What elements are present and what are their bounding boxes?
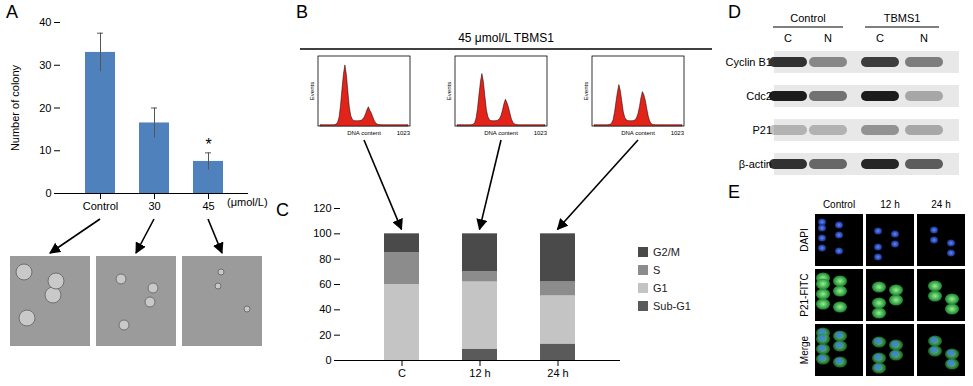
- svg-text:45: 45: [202, 200, 214, 212]
- svg-text:B: B: [296, 2, 308, 22]
- svg-text:20: 20: [319, 329, 331, 341]
- svg-text:Control: Control: [823, 199, 855, 210]
- svg-text:C: C: [876, 32, 884, 44]
- svg-text:Events: Events: [583, 82, 589, 100]
- svg-text:Control: Control: [83, 200, 118, 212]
- svg-text:Cdc2: Cdc2: [746, 90, 772, 102]
- svg-text:DNA content: DNA content: [484, 130, 518, 136]
- svg-text:DAPI: DAPI: [799, 228, 810, 251]
- svg-text:24 h: 24 h: [931, 199, 950, 210]
- html-text:Sub-G1: Sub-G1: [653, 300, 691, 312]
- svg-text:45 μmol/L TBMS1: 45 μmol/L TBMS1: [458, 31, 554, 45]
- svg-text:Control: Control: [790, 12, 825, 24]
- svg-text:120: 120: [313, 202, 331, 214]
- svg-text:Merge: Merge: [799, 335, 810, 364]
- svg-text:TBMS1: TBMS1: [884, 12, 921, 24]
- html-text:S: S: [653, 264, 661, 276]
- html-text:G2/M: G2/M: [653, 246, 680, 258]
- svg-text:P21: P21: [752, 124, 772, 136]
- svg-text:A: A: [6, 2, 18, 22]
- svg-text:1023: 1023: [671, 130, 685, 136]
- svg-text:40: 40: [39, 16, 51, 28]
- svg-text:24 h: 24 h: [547, 367, 568, 379]
- svg-text:20: 20: [39, 102, 51, 114]
- svg-text:Cyclin B1: Cyclin B1: [726, 56, 772, 68]
- svg-text:0: 0: [325, 354, 331, 366]
- html-text:(μmol/L): (μmol/L): [227, 196, 268, 208]
- svg-text:1023: 1023: [534, 130, 548, 136]
- svg-text:C: C: [398, 367, 406, 379]
- svg-text:80: 80: [319, 253, 331, 265]
- svg-text:C: C: [784, 32, 792, 44]
- svg-text:Number of colony: Number of colony: [9, 64, 21, 151]
- svg-text:β-actin: β-actin: [739, 158, 772, 170]
- svg-text:10: 10: [39, 144, 51, 156]
- svg-text:DNA content: DNA content: [621, 130, 655, 136]
- svg-text:*: *: [205, 136, 211, 153]
- svg-text:C: C: [276, 200, 289, 220]
- svg-text:Events: Events: [446, 82, 452, 100]
- svg-text:N: N: [824, 32, 832, 44]
- svg-text:P21-FITC: P21-FITC: [799, 273, 810, 316]
- svg-text:12 h: 12 h: [880, 199, 899, 210]
- svg-text:30: 30: [39, 59, 51, 71]
- html-text:G1: G1: [653, 282, 668, 294]
- svg-text:1023: 1023: [397, 130, 411, 136]
- svg-text:100: 100: [313, 227, 331, 239]
- svg-text:40: 40: [319, 303, 331, 315]
- svg-text:60: 60: [319, 278, 331, 290]
- svg-text:E: E: [728, 182, 740, 202]
- svg-text:12 h: 12 h: [469, 367, 490, 379]
- svg-text:30: 30: [148, 200, 160, 212]
- svg-text:DNA content: DNA content: [347, 130, 381, 136]
- svg-text:N: N: [920, 32, 928, 44]
- svg-text:D: D: [728, 2, 741, 22]
- svg-text:0: 0: [45, 187, 51, 199]
- svg-text:Events: Events: [309, 82, 315, 100]
